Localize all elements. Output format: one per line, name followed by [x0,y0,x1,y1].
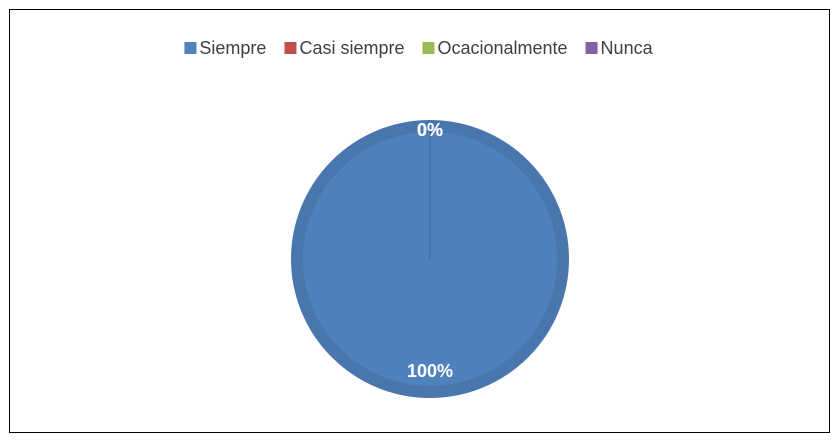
legend: Siempre Casi siempre Ocacionalmente Nunca [184,38,654,58]
data-label: 0% [417,120,443,140]
legend-swatch [585,42,598,54]
legend-label: Nunca [601,38,654,58]
pie-slice [291,120,569,398]
legend-label: Ocacionalmente [437,38,567,58]
legend-label: Siempre [199,38,266,58]
legend-label: Casi siempre [299,38,404,58]
data-label: 100% [407,361,453,381]
legend-swatch [422,42,435,54]
data-label: 0% [417,120,443,140]
legend-swatch [184,42,197,54]
legend-swatch [284,42,297,54]
data-label: 0% [417,120,443,140]
